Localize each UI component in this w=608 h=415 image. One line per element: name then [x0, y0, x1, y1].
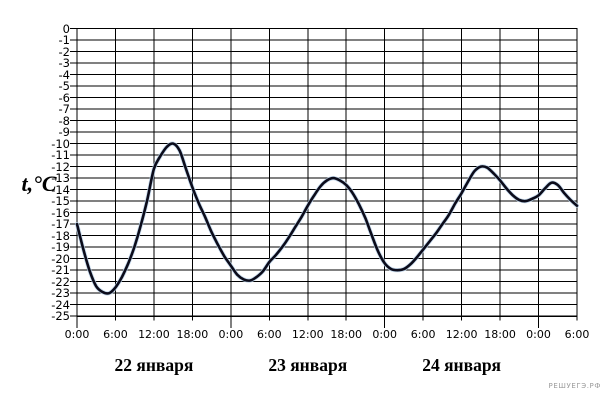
- y-axis-tick-label: -23: [51, 286, 70, 301]
- x-axis-tick-label: 18:00: [484, 328, 516, 341]
- y-axis-tick-label: -17: [51, 217, 70, 232]
- y-axis-tick-label: -4: [58, 67, 70, 82]
- x-axis-tick-label: 6:00: [410, 328, 436, 341]
- y-axis-tick-label: -14: [51, 182, 70, 197]
- y-axis-tick-label: 0: [62, 21, 70, 36]
- y-axis-tick-label: -20: [51, 251, 70, 266]
- y-axis-tick-label: -13: [51, 171, 70, 186]
- x-axis-tick-label: 0:00: [218, 328, 244, 341]
- y-axis-tick-label: -5: [58, 79, 70, 94]
- x-axis-tick-label: 6:00: [564, 328, 590, 341]
- day-label: 23 января: [268, 355, 348, 375]
- y-axis-tick-label: -25: [51, 309, 70, 324]
- x-axis-tick-label: 0:00: [372, 328, 398, 341]
- y-axis-tick-label: -22: [51, 274, 70, 289]
- x-axis-tick-label: 18:00: [176, 328, 209, 341]
- x-axis-tick-label: 6:00: [103, 328, 128, 341]
- x-axis-tick-label: 12:00: [445, 328, 478, 341]
- y-axis-tick-label: -6: [58, 90, 70, 105]
- y-axis-tick-label: -21: [51, 263, 70, 278]
- y-axis-tick-label: -7: [58, 102, 70, 117]
- y-axis-tick-label: -3: [58, 56, 70, 71]
- x-axis-tick-label: 0:00: [526, 328, 551, 341]
- x-axis-tick-label: 12:00: [138, 328, 170, 341]
- y-axis-tick-label: -11: [51, 148, 70, 163]
- y-axis-tick-label: -10: [51, 136, 70, 151]
- y-axis-tick-label: -12: [51, 159, 70, 174]
- y-axis-tick-label: -2: [58, 44, 70, 59]
- y-axis-tick-label: -19: [51, 240, 70, 255]
- x-axis-tick-label: 12:00: [291, 328, 324, 341]
- x-axis-tick-label: 6:00: [256, 328, 282, 341]
- x-axis-tick-label: 0:00: [64, 328, 90, 341]
- day-label: 24 января: [422, 355, 502, 375]
- y-axis-tick-label: -8: [58, 113, 70, 128]
- y-axis-title: t,°C: [21, 171, 57, 196]
- watermark: РЕШУЕГЭ.РФ: [548, 382, 601, 390]
- y-axis-tick-label: -15: [51, 194, 70, 209]
- y-axis-tick-label: -9: [58, 125, 70, 140]
- y-axis-tick-label: -1: [58, 33, 70, 47]
- y-axis-tick-label: -24: [51, 297, 70, 312]
- day-label: 22 января: [114, 355, 194, 375]
- y-axis-tick-label: -16: [51, 205, 70, 220]
- y-axis-tick-label: -18: [51, 228, 70, 243]
- x-axis-tick-label: 18:00: [330, 328, 363, 341]
